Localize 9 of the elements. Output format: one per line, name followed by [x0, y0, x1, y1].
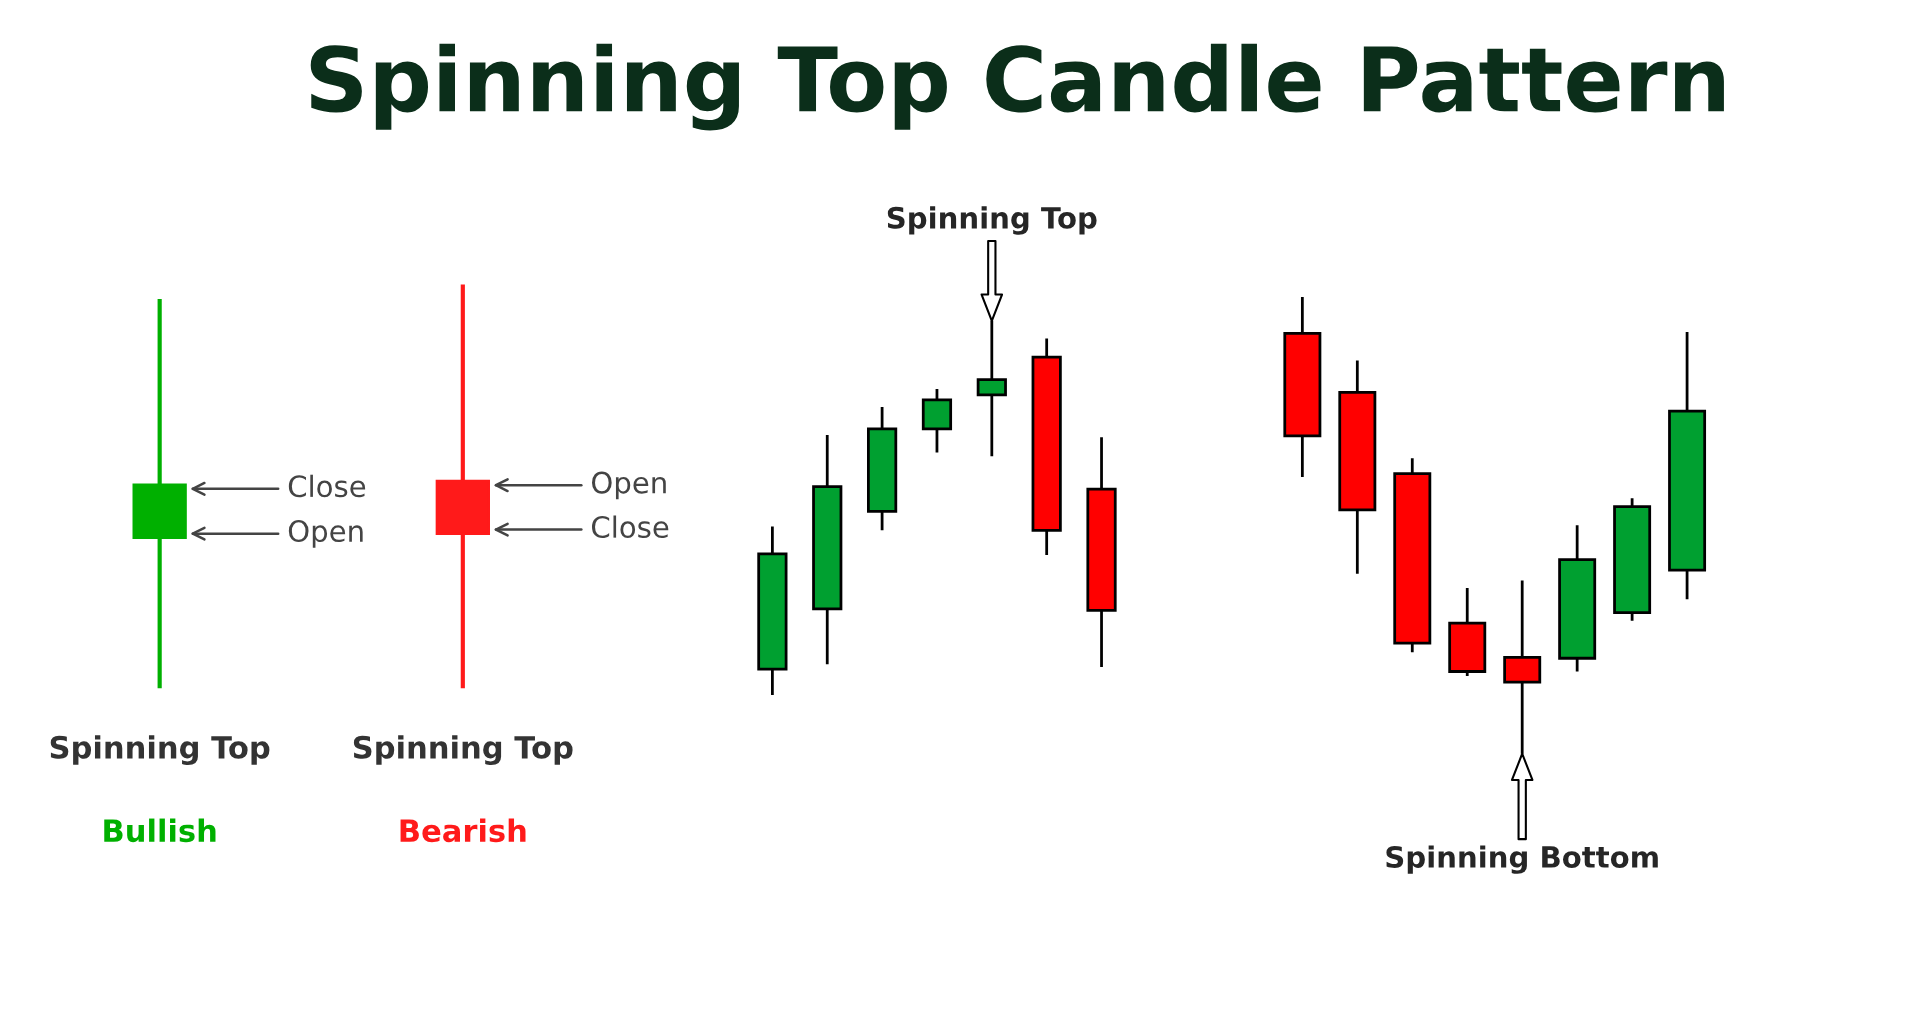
text: Spinning Bottom: [1386, 845, 1658, 874]
annotation: Close: [288, 474, 366, 498]
text: Bullish: [104, 818, 216, 843]
annotation: Close: [592, 515, 669, 539]
text: Bearish: [400, 818, 526, 843]
annotation: Open: [592, 471, 666, 500]
text: Spinning Top Candle Pattern: [310, 43, 1724, 131]
text: Spinning Top: [887, 206, 1097, 235]
annotation: Open: [288, 520, 363, 548]
